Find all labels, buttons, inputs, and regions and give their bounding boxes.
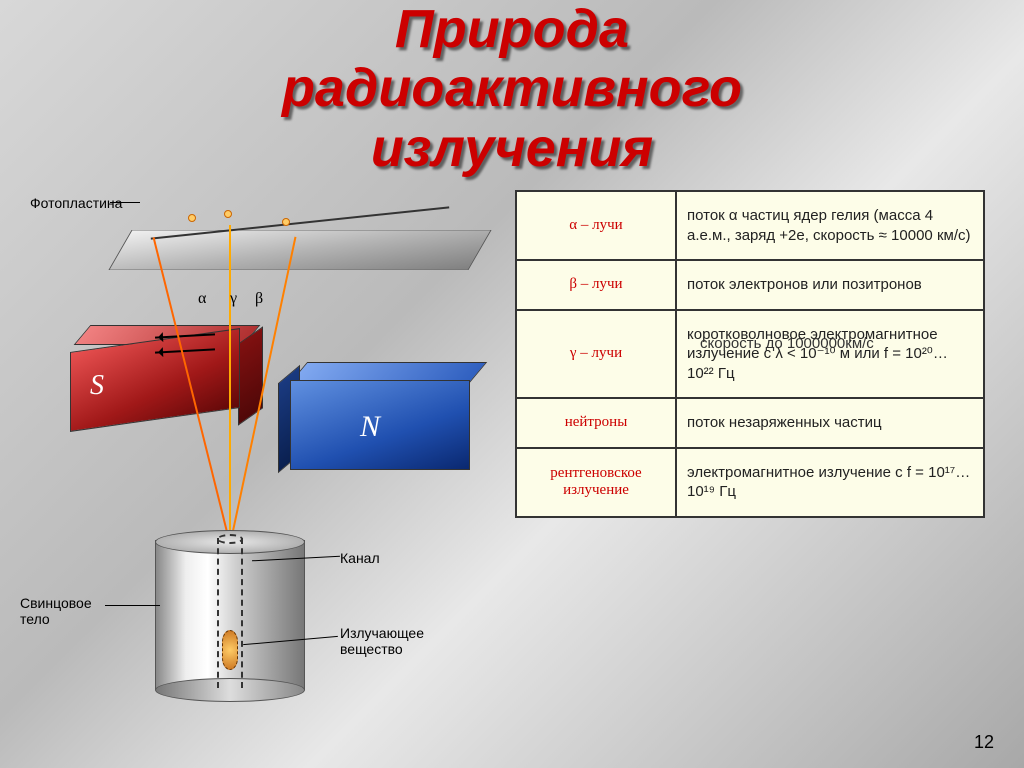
channel-label: Канал <box>340 550 380 566</box>
ray-desc: электромагнитное излучение с f = 10¹⁷…10… <box>676 448 984 517</box>
radiation-source <box>222 630 238 670</box>
magnet-n-label: N <box>360 410 380 444</box>
alpha-dot <box>188 214 196 222</box>
ray-name: α – лучи <box>516 191 676 260</box>
beta-speed-note: скорость до 1000000км/с <box>700 335 874 352</box>
table-row: β – лучипоток электронов или позитронов <box>516 260 984 310</box>
ray-desc: поток α частиц ядер гелия (масса 4 а.е.м… <box>676 191 984 260</box>
gamma-ray <box>229 225 231 545</box>
magnet-s-label: S <box>90 370 104 402</box>
title-line-3: излучения <box>0 119 1024 178</box>
beta-dot <box>282 218 290 226</box>
gamma-dot <box>224 210 232 218</box>
plate-label: Фотопластина <box>30 195 122 211</box>
lead-callout-line <box>105 605 160 606</box>
source-label: Излучающее вещество <box>340 625 440 657</box>
page-number: 12 <box>974 732 994 753</box>
ray-name: γ – лучи <box>516 310 676 399</box>
radiation-types-table: α – лучипоток α частиц ядер гелия (масса… <box>515 190 985 518</box>
table-row: α – лучипоток α частиц ядер гелия (масса… <box>516 191 984 260</box>
ray-desc: поток электронов или позитронов <box>676 260 984 310</box>
title-line-1: Природа <box>0 0 1024 59</box>
ray-desc: коротковолновое электромагнитное излучен… <box>676 310 984 399</box>
title-line-2: радиоактивного <box>0 59 1024 118</box>
table-row: рентгеновское излучениеэлектромагнитное … <box>516 448 984 517</box>
lead-label: Свинцовое тело <box>20 595 92 627</box>
content-area: Фотопластина S N α γ β Свинцовое тело <box>0 190 1024 730</box>
ray-name: β – лучи <box>516 260 676 310</box>
ray-name: рентгеновское излучение <box>516 448 676 517</box>
alpha-label: α <box>198 290 206 308</box>
lead-cylinder <box>155 530 305 700</box>
slide-title: Природа радиоактивного излучения <box>0 0 1024 178</box>
gamma-label: γ <box>230 290 237 308</box>
channel-top <box>217 534 243 544</box>
experiment-diagram: Фотопластина S N α γ β Свинцовое тело <box>0 190 520 730</box>
plate-callout-line <box>110 202 140 203</box>
table-row: нейтроныпоток незаряженных частиц <box>516 398 984 448</box>
ray-desc: поток незаряженных частиц <box>676 398 984 448</box>
table-row: γ – лучикоротковолновое электромагнитное… <box>516 310 984 399</box>
beta-label: β <box>255 290 263 308</box>
ray-name: нейтроны <box>516 398 676 448</box>
